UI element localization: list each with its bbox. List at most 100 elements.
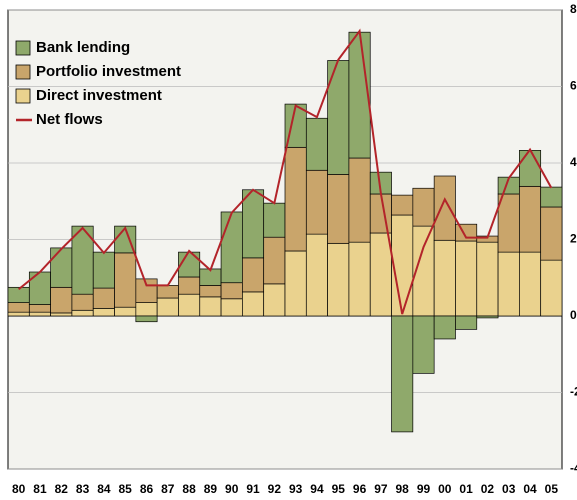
bar-segment	[114, 252, 137, 308]
bar-segment	[540, 186, 563, 208]
bar-segment	[50, 286, 73, 314]
bar-segment	[412, 187, 435, 227]
bar-segment	[135, 315, 158, 323]
bar-segment	[28, 304, 51, 313]
bar-segment	[263, 283, 286, 317]
bar-segment	[199, 296, 222, 317]
y-tick-label: 4	[570, 155, 577, 169]
bar-segment	[220, 282, 243, 300]
y-tick-label: 2	[570, 232, 577, 246]
bar-segment	[284, 146, 307, 252]
bar-segment	[327, 174, 350, 244]
bar-segment	[476, 315, 499, 319]
x-tick-label: 81	[33, 482, 47, 496]
bar-segment	[7, 311, 30, 317]
bar-segment	[369, 193, 392, 234]
bar-segment	[433, 239, 456, 317]
bar-segment	[263, 202, 286, 238]
bar-segment	[284, 250, 307, 317]
x-tick-label: 82	[55, 482, 69, 496]
x-tick-label: 90	[225, 482, 239, 496]
bar-segment	[348, 157, 371, 243]
bar-segment	[242, 291, 265, 317]
bar-segment	[92, 287, 115, 309]
y-tick-label: 6	[570, 79, 577, 93]
bar-segment	[156, 297, 179, 317]
bar-segment	[519, 251, 542, 317]
bar-segment	[391, 194, 414, 216]
x-tick-label: 84	[97, 482, 111, 496]
bar-segment	[50, 247, 73, 288]
bar-segment	[220, 298, 243, 317]
bar-segment	[242, 257, 265, 293]
y-tick-label: 8	[570, 2, 577, 16]
bar-segment	[28, 311, 51, 317]
bar-segment	[305, 117, 328, 171]
x-tick-label: 97	[374, 482, 388, 496]
legend-swatch	[15, 88, 31, 104]
bar-segment	[433, 175, 456, 241]
bar-segment	[50, 312, 73, 317]
bar-segment	[540, 259, 563, 317]
bar-segment	[92, 251, 115, 289]
x-tick-label: 88	[182, 482, 196, 496]
x-tick-label: 93	[289, 482, 303, 496]
legend-swatch	[15, 64, 31, 80]
bar-segment	[519, 185, 542, 253]
y-tick-label: 0	[570, 308, 577, 322]
bar-segment	[455, 240, 478, 317]
bar-segment	[433, 315, 456, 340]
bar-segment	[519, 150, 542, 187]
bar-segment	[540, 206, 563, 261]
x-tick-label: 91	[246, 482, 260, 496]
bar-segment	[305, 169, 328, 235]
bar-segment	[476, 241, 499, 317]
legend-label: Portfolio investment	[36, 63, 181, 80]
bar-segment	[114, 306, 137, 317]
x-tick-label: 02	[481, 482, 495, 496]
x-tick-label: 86	[140, 482, 154, 496]
bar-segment	[348, 241, 371, 317]
bar-segment	[220, 211, 243, 284]
bar-segment	[71, 309, 94, 317]
bar-segment	[178, 276, 201, 295]
bar-segment	[92, 308, 115, 317]
bar-segment	[497, 251, 520, 317]
x-tick-label: 89	[204, 482, 218, 496]
x-tick-label: 99	[417, 482, 431, 496]
bar-segment	[242, 189, 265, 259]
x-tick-label: 83	[76, 482, 90, 496]
bar-segment	[135, 302, 158, 317]
x-tick-label: 85	[119, 482, 133, 496]
bar-segment	[391, 315, 414, 433]
legend-label: Net flows	[36, 111, 103, 128]
bar-segment	[412, 315, 435, 374]
bar-segment	[305, 233, 328, 317]
legend-label: Bank lending	[36, 39, 130, 56]
legend-swatch	[15, 40, 31, 56]
y-tick-label: -4	[570, 461, 577, 475]
bar-segment	[455, 315, 478, 330]
x-tick-label: 94	[310, 482, 324, 496]
bar-segment	[71, 293, 94, 311]
bar-segment	[263, 236, 286, 285]
x-tick-label: 92	[268, 482, 282, 496]
x-tick-label: 98	[396, 482, 410, 496]
x-tick-label: 01	[459, 482, 473, 496]
bar-segment	[199, 285, 222, 298]
net-flows-line	[18, 28, 553, 315]
x-tick-label: 00	[438, 482, 452, 496]
bar-segment	[178, 293, 201, 317]
x-tick-label: 95	[332, 482, 346, 496]
legend-label: Direct investment	[36, 87, 162, 104]
bar-segment	[7, 302, 30, 313]
bar-segment	[497, 193, 520, 253]
bar-segment	[135, 278, 158, 303]
x-tick-label: 87	[161, 482, 175, 496]
x-tick-label: 05	[545, 482, 559, 496]
bar-segment	[156, 285, 179, 299]
bar-segment	[369, 232, 392, 317]
bar-segment	[327, 242, 350, 317]
x-tick-label: 96	[353, 482, 367, 496]
